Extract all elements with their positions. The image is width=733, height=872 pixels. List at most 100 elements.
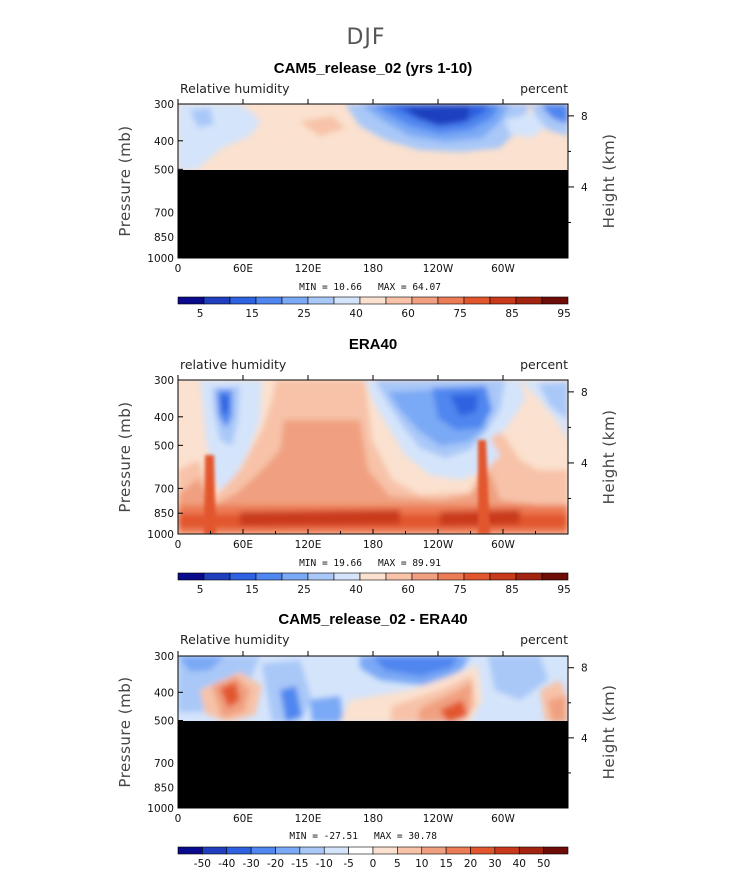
colorbar-label: 25 [297,584,310,596]
colorbar-swatch [543,846,569,855]
colorbar-swatch [470,846,496,855]
colorbar-label: -10 [316,858,333,870]
max-label: MAX = 30.78 [374,831,437,842]
contour-field [178,104,568,258]
min-label: MIN = -27.51 [289,831,358,842]
colorbar-label: 85 [505,308,518,320]
colorbar-label: 15 [245,584,258,596]
colorbar-swatch [203,296,231,305]
colorbar-label: 60 [401,584,414,596]
colorbar-swatch [489,296,517,305]
colorbar-label: 60 [401,308,414,320]
colorbar-swatch [202,846,228,855]
y-tick-label: 300 [154,651,174,663]
x-tick-label: 60W [491,813,515,825]
field-label: Relative humidity [180,81,290,96]
y-tick-label: 400 [154,136,174,148]
colorbar: 5 15 25 40 60 75 85 95 [177,296,571,320]
units-label: percent [520,81,568,96]
x-tick-label: 120E [295,813,322,825]
colorbar-label: 40 [349,584,362,596]
panel-difference: CAM5_release_02 - ERA40 Relative humidit… [116,611,618,870]
units-label: percent [520,357,568,372]
y-tick-label: 500 [154,440,174,452]
colorbar-swatch [372,846,398,855]
colorbar: -50 -40 -30 -20 -15 -10 -5 0 5 10 15 20 30 40 50 [177,846,569,870]
y2-tick-label: 8 [581,663,588,675]
y-axis-label: Pressure (mb) [116,676,134,787]
panel-title: CAM5_release_02 (yrs 1-10) [274,60,472,77]
y-tick-label: 1000 [147,803,174,815]
x-tick-label: 60E [233,813,253,825]
x-tick-label: 60W [491,263,515,275]
contour-field [178,656,568,808]
colorbar: 5 15 25 40 60 75 85 95 [177,572,571,596]
colorbar-label: 5 [197,308,204,320]
colorbar-swatch [359,572,387,581]
x-tick-label: 180 [363,263,383,275]
colorbar-swatch [463,296,491,305]
colorbar-label: -15 [291,858,308,870]
y-tick-label: 500 [154,715,174,727]
x-tick-label: 180 [363,539,383,551]
colorbar-swatch [445,846,471,855]
colorbar-label: 20 [464,858,477,870]
colorbar-label: 15 [245,308,258,320]
y-tick-label: 700 [154,483,174,495]
colorbar-swatch [437,572,465,581]
field-label: Relative humidity [180,632,290,647]
colorbar-swatch [333,296,361,305]
x-tick-label: 0 [175,813,182,825]
colorbar-swatch [515,572,543,581]
y2-tick-label: 8 [581,111,588,123]
panel-era40: ERA40 relative humidity percent [116,336,618,596]
x-tick-label: 0 [175,539,182,551]
units-label: percent [520,632,568,647]
colorbar-swatch [229,572,257,581]
min-label: MIN = 19.66 [299,558,362,569]
y2-tick-label: 4 [581,182,588,194]
y-axis-label: Pressure (mb) [116,401,134,512]
y-tick-label: 300 [154,99,174,111]
y-tick-label: 1000 [147,529,174,541]
colorbar-label: 95 [557,584,570,596]
colorbar-label: -30 [243,858,260,870]
colorbar-swatch [541,572,569,581]
colorbar-swatch [281,296,309,305]
y2-tick-label: 8 [581,387,588,399]
x-tick-label: 120W [423,539,454,551]
colorbar-swatch [323,846,349,855]
x-tick-label: 0 [175,263,182,275]
field-label: relative humidity [180,357,287,372]
colorbar-swatch [411,572,439,581]
colorbar-label: 25 [297,308,310,320]
y-tick-label: 500 [154,164,174,176]
colorbar-swatch [255,296,283,305]
x-tick-label: 120E [295,263,322,275]
y-tick-label: 850 [154,232,174,244]
colorbar-swatch [348,846,374,855]
max-label: MAX = 64.07 [378,282,441,293]
colorbar-label: -50 [194,858,211,870]
colorbar-swatch [397,846,423,855]
y2-tick-label: 4 [581,733,588,745]
colorbar-swatch [411,296,439,305]
x-tick-label: 60E [233,539,253,551]
colorbar-label: 95 [557,308,570,320]
colorbar-label: 15 [439,858,452,870]
colorbar-label: 50 [537,858,550,870]
colorbar-swatch [229,296,257,305]
x-tick-label: 120E [295,539,322,551]
colorbar-label: 10 [415,858,428,870]
colorbar-swatch [226,846,252,855]
colorbar-label: 75 [453,584,466,596]
colorbar-swatch [255,572,283,581]
colorbar-swatch [421,846,447,855]
y2-tick-label: 4 [581,458,588,470]
y2-axis-label: Height (km) [600,410,618,505]
colorbar-label: 75 [453,308,466,320]
x-tick-label: 180 [363,813,383,825]
colorbar-swatch [515,296,543,305]
colorbar-swatch [541,296,569,305]
colorbar-swatch [359,296,387,305]
